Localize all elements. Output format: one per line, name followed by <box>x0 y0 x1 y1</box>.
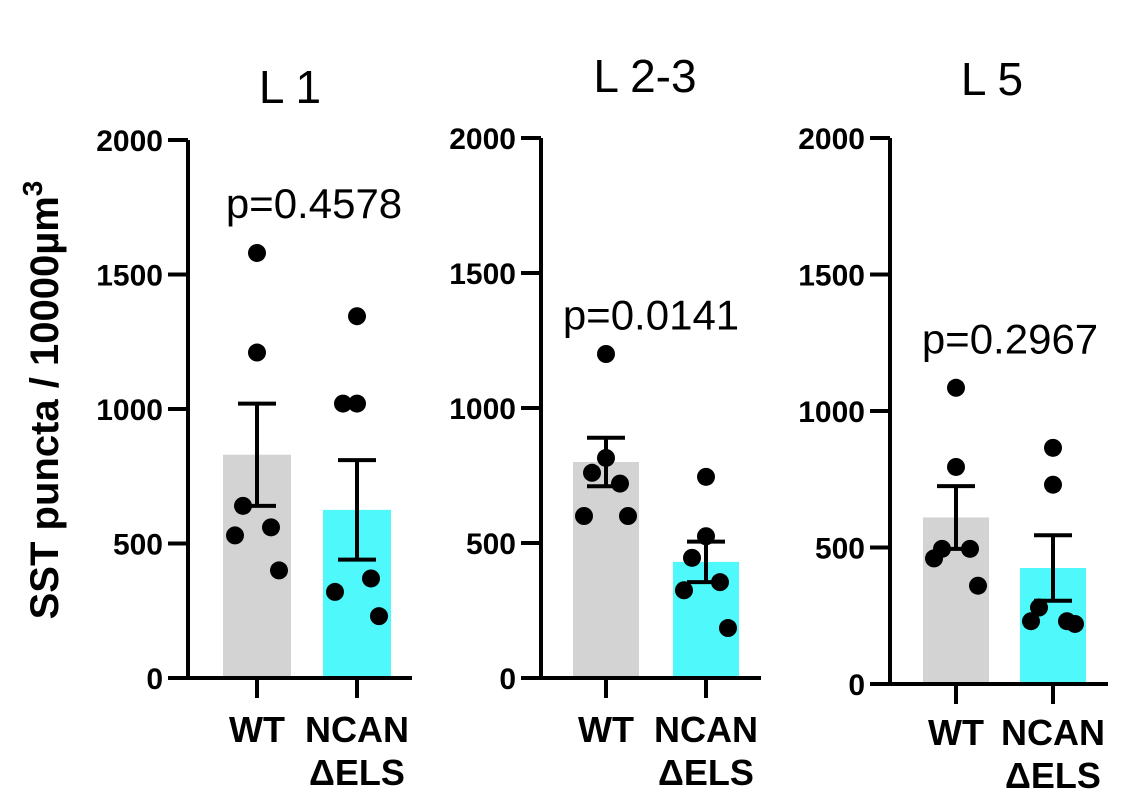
data-point <box>1030 598 1048 617</box>
data-point <box>947 378 965 397</box>
y-tick-label: 500 <box>815 533 865 566</box>
data-point <box>697 467 715 486</box>
data-point <box>226 526 244 545</box>
y-tick-label: 1000 <box>798 396 865 429</box>
panel-title: L 5 <box>961 53 1023 105</box>
x-category-label: NCAN <box>305 709 409 750</box>
y-tick-label: 500 <box>113 529 163 562</box>
data-point <box>1044 475 1062 494</box>
data-point <box>947 457 965 476</box>
x-category-label: NCAN <box>654 709 758 750</box>
x-category-label-line2: ΔELS <box>658 752 754 793</box>
data-point <box>248 343 266 362</box>
panel-title: L 2-3 <box>593 50 696 102</box>
x-category-label-line2: ΔELS <box>309 752 405 793</box>
y-tick-label: 0 <box>848 669 865 702</box>
y-tick-label: 1500 <box>449 258 516 291</box>
bar-wt <box>573 462 639 678</box>
y-tick-label: 1500 <box>798 260 865 293</box>
data-point <box>675 581 693 600</box>
x-category-label: WT <box>578 709 634 750</box>
data-point <box>1022 612 1040 631</box>
y-tick-label: 500 <box>466 528 516 561</box>
x-category-label-line2: ΔELS <box>1005 755 1101 796</box>
p-value-label: p=0.4578 <box>226 180 402 227</box>
y-tick-label: 1500 <box>96 260 163 293</box>
y-tick-label: 2000 <box>798 123 865 156</box>
panel-title: L 1 <box>259 61 321 113</box>
y-tick-label: 2000 <box>96 125 163 158</box>
data-point <box>334 394 352 413</box>
y-tick-label: 0 <box>146 663 163 696</box>
x-category-label: NCAN <box>1001 712 1105 753</box>
data-point <box>619 507 637 525</box>
data-point <box>1066 614 1084 633</box>
data-point <box>370 607 388 626</box>
data-point <box>248 243 266 262</box>
x-category-label: WT <box>229 709 285 750</box>
data-point <box>583 463 601 482</box>
data-point <box>575 507 593 525</box>
x-category-label: WT <box>928 712 984 753</box>
data-point <box>969 576 987 595</box>
data-point <box>925 549 943 568</box>
p-value-label: p=0.2967 <box>922 316 1098 363</box>
data-point <box>362 569 380 588</box>
y-axis-label-superscript: 3 <box>17 181 48 197</box>
data-point <box>270 561 288 580</box>
y-tick-label: 2000 <box>449 123 516 156</box>
data-point <box>683 548 701 567</box>
y-tick-label: 0 <box>499 663 516 696</box>
p-value-label: p=0.0141 <box>563 292 739 339</box>
data-point <box>348 307 366 326</box>
data-point <box>262 518 280 537</box>
y-axis-label-text: SST puncta / 10000µm3 <box>17 181 67 620</box>
data-point <box>611 474 629 493</box>
data-point <box>326 582 344 601</box>
y-tick-label: 1000 <box>96 394 163 427</box>
data-point <box>1044 438 1062 457</box>
data-point <box>348 394 366 413</box>
y-axis-label: SST puncta / 10000µm3 <box>17 181 67 620</box>
data-point <box>719 619 737 638</box>
y-tick-label: 1000 <box>449 393 516 426</box>
data-point <box>597 345 615 363</box>
